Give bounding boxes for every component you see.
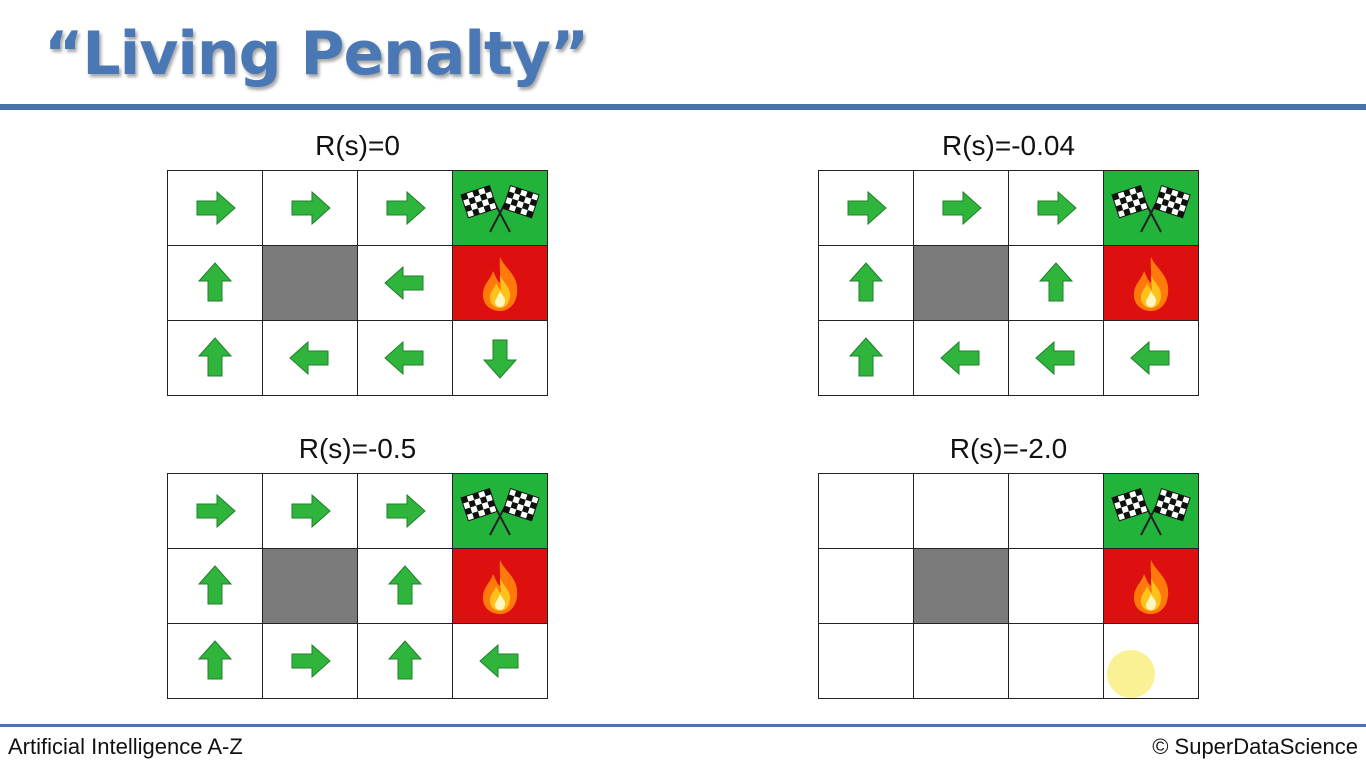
goal-cell [453, 474, 548, 549]
arrow-up-icon [197, 565, 233, 605]
course-name: Artificial Intelligence A-Z [8, 734, 243, 759]
arrow-left-icon [940, 340, 980, 376]
policy-cell [263, 321, 358, 396]
arrow-right-icon [942, 190, 982, 226]
fire-icon [482, 560, 518, 614]
fire-icon [1133, 257, 1169, 311]
arrow-up-icon [197, 337, 233, 377]
title-divider [0, 104, 1366, 110]
policy-cell [168, 171, 263, 246]
policy-cell [358, 474, 453, 549]
policy-cell [453, 624, 548, 699]
arrow-up-icon [197, 640, 233, 680]
gridworld [818, 473, 1199, 699]
wall-cell [263, 246, 358, 321]
policy-cell [914, 321, 1009, 396]
empty-cell [819, 474, 914, 549]
gridworld [167, 473, 548, 699]
arrow-up-icon [387, 640, 423, 680]
empty-cell [1009, 474, 1104, 549]
policy-cell [263, 624, 358, 699]
panel-label: R(s)=-0.5 [298, 433, 417, 464]
empty-cell [1009, 549, 1104, 624]
fire-cell [453, 246, 548, 321]
fire-icon [1133, 560, 1169, 614]
policy-cell [263, 474, 358, 549]
fire-icon [482, 257, 518, 311]
policy-cell [358, 624, 453, 699]
arrow-right-icon [291, 643, 331, 679]
policy-cell [168, 549, 263, 624]
arrow-right-icon [386, 493, 426, 529]
policy-cell [819, 171, 914, 246]
empty-cell [914, 624, 1009, 699]
arrow-left-icon [1035, 340, 1075, 376]
cursor-highlight [1107, 650, 1155, 698]
empty-cell [819, 624, 914, 699]
arrow-right-icon [386, 190, 426, 226]
arrow-right-icon [291, 493, 331, 529]
arrow-left-icon [289, 340, 329, 376]
slide-title: “Living Penalty” [44, 19, 589, 89]
policy-cell [819, 321, 914, 396]
goal-cell [1104, 474, 1199, 549]
policy-cell [1104, 321, 1199, 396]
fire-cell [1104, 246, 1199, 321]
policy-cell [1009, 171, 1104, 246]
policy-cell [168, 321, 263, 396]
gridworld [167, 170, 548, 396]
fire-cell [1104, 549, 1199, 624]
arrow-right-icon [291, 190, 331, 226]
goal-cell [1104, 171, 1199, 246]
empty-cell [819, 549, 914, 624]
policy-cell [1009, 321, 1104, 396]
arrow-right-icon [196, 190, 236, 226]
arrow-up-icon [1038, 262, 1074, 302]
wall-cell [263, 549, 358, 624]
footer-divider [0, 724, 1366, 727]
arrow-right-icon [196, 493, 236, 529]
arrow-right-icon [847, 190, 887, 226]
arrow-left-icon [384, 340, 424, 376]
checkered-flags-icon [1111, 185, 1191, 233]
arrow-right-icon [1037, 190, 1077, 226]
arrow-up-icon [387, 565, 423, 605]
policy-cell [263, 171, 358, 246]
policy-cell [168, 624, 263, 699]
arrow-up-icon [848, 337, 884, 377]
policy-cell [168, 474, 263, 549]
checkered-flags-icon [1111, 488, 1191, 536]
empty-cell [1009, 624, 1104, 699]
policy-cell [358, 549, 453, 624]
wall-cell [914, 246, 1009, 321]
checkered-flags-icon [460, 488, 540, 536]
arrow-up-icon [197, 262, 233, 302]
policy-cell [168, 246, 263, 321]
policy-cell [1009, 246, 1104, 321]
arrow-down-icon [482, 339, 518, 379]
policy-cell [453, 321, 548, 396]
fire-cell [453, 549, 548, 624]
policy-cell [819, 246, 914, 321]
gridworld [818, 170, 1199, 396]
empty-cell [914, 474, 1009, 549]
copyright: © SuperDataScience [1152, 734, 1358, 759]
policy-cell [358, 246, 453, 321]
goal-cell [453, 171, 548, 246]
policy-cell [358, 321, 453, 396]
wall-cell [914, 549, 1009, 624]
panel-label: R(s)=-0.04 [941, 130, 1076, 161]
panel-label: R(s)=0 [315, 130, 400, 161]
arrow-left-icon [1130, 340, 1170, 376]
policy-cell [914, 171, 1009, 246]
policy-cell [358, 171, 453, 246]
arrow-left-icon [479, 643, 519, 679]
arrow-up-icon [848, 262, 884, 302]
arrow-left-icon [384, 265, 424, 301]
panel-label: R(s)=-2.0 [949, 433, 1068, 464]
checkered-flags-icon [460, 185, 540, 233]
